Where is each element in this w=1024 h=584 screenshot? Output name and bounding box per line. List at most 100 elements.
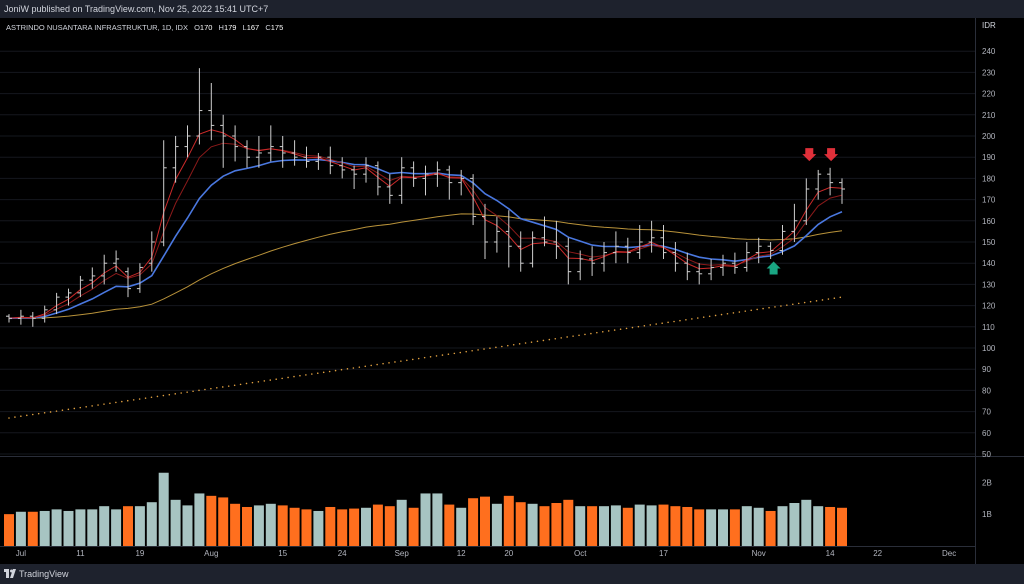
ohlc-bar <box>113 250 120 272</box>
volume-bar <box>194 493 205 546</box>
volume-bar <box>718 509 728 546</box>
time-tick-label: Sep <box>395 549 410 558</box>
price-tick-label: 170 <box>982 196 996 205</box>
volume-bar <box>39 510 50 546</box>
volume-bar <box>63 510 74 546</box>
price-tick-label: 140 <box>982 259 996 268</box>
tradingview-brand[interactable]: TradingView <box>19 569 69 579</box>
volume-bar <box>27 511 38 546</box>
volume-bar <box>503 495 514 546</box>
ohlc-bar <box>339 157 346 179</box>
price-tick-label: 240 <box>982 47 996 56</box>
legend-low-label: L <box>243 23 247 32</box>
volume-bar <box>15 511 26 546</box>
ohlc-bar <box>839 178 845 204</box>
volume-axis: 2B 1B <box>982 478 992 519</box>
volume-bar <box>277 505 288 546</box>
ohlc-bar <box>17 309 24 325</box>
volume-tick-label: 2B <box>982 478 992 487</box>
ohlc-bar <box>624 237 631 264</box>
time-tick-label: Nov <box>752 549 766 558</box>
ohlc-bar <box>482 203 488 259</box>
ohlc-bar <box>553 220 560 259</box>
ohlc-bar <box>6 314 12 323</box>
volume-bar <box>610 505 621 546</box>
ohlc-bar <box>41 305 48 323</box>
volume-bar <box>146 502 157 546</box>
legend-low-value: 167 <box>247 23 260 32</box>
ohlc-bar <box>684 252 691 281</box>
ohlc-bar <box>601 242 607 272</box>
price-tick-label: 110 <box>982 323 995 332</box>
price-tick-label: 130 <box>982 280 996 289</box>
ohlc-bar <box>815 169 822 200</box>
ohlc-bar <box>743 242 750 272</box>
volume-bar <box>634 504 645 546</box>
volume-bar <box>349 508 360 546</box>
ohlc-bar <box>172 136 179 183</box>
volume-bar <box>741 506 752 546</box>
ohlc-bar <box>184 125 191 158</box>
volume-bar <box>206 495 217 546</box>
volume-bar <box>765 510 776 546</box>
volume-bar <box>801 499 812 546</box>
volume-bar <box>313 510 324 546</box>
ohlc-bar <box>232 125 239 162</box>
ohlc-bar <box>410 161 417 187</box>
volume-bar <box>111 509 122 546</box>
ohlc-bar <box>386 174 393 204</box>
ohlc-bar <box>803 178 810 226</box>
price-chart[interactable]: 240 230 220 210 200 190 180 170 160 150 140 130 120 1… <box>0 18 1024 564</box>
time-tick-label: Jul <box>16 549 26 558</box>
volume-bar <box>289 507 300 546</box>
volume-bar <box>813 506 824 546</box>
ohlc-bar <box>470 174 477 226</box>
volume-bar <box>789 503 800 546</box>
ohlc-bar <box>636 225 643 259</box>
volume-bar <box>4 514 14 546</box>
ohlc-bar <box>29 311 36 327</box>
ohlc-bar <box>208 83 215 141</box>
volume-bar <box>599 506 609 546</box>
ohlc-bar <box>89 267 96 289</box>
ohlc-bar <box>720 254 726 276</box>
volume-bar <box>265 503 276 546</box>
buy-arrow-icon <box>766 261 781 275</box>
legend-high-value: 179 <box>224 23 237 32</box>
sell-arrow-icon <box>802 148 817 162</box>
ohlc-bar <box>731 252 738 274</box>
volume-bar <box>527 503 538 546</box>
volume-bar <box>575 506 586 546</box>
volume-bar <box>51 509 62 546</box>
ohlc-bar <box>434 161 441 187</box>
tradingview-logo-icon[interactable] <box>4 569 16 579</box>
ohlc-bar <box>612 231 619 264</box>
volume-bar <box>563 499 574 546</box>
volume-bar <box>646 505 657 546</box>
sell-arrow-icon <box>824 148 839 162</box>
volume-bar <box>480 496 490 546</box>
volume-tick-label: 1B <box>982 510 992 519</box>
volume-bar <box>361 507 371 546</box>
ohlc-bar <box>53 292 60 315</box>
legend-open-value: 170 <box>200 23 213 32</box>
volume-pane <box>4 472 847 546</box>
volume-bar <box>468 498 479 546</box>
price-tick-label: 190 <box>982 153 996 162</box>
time-tick-label: Oct <box>574 549 587 558</box>
volume-bar <box>325 506 336 546</box>
ohlc-bar <box>148 231 155 272</box>
volume-bar <box>384 506 395 546</box>
volume-bar <box>551 503 562 546</box>
currency-label: IDR <box>982 21 996 30</box>
ohlc-bar <box>529 231 536 268</box>
volume-bar <box>777 506 788 546</box>
volume-bar <box>75 509 86 546</box>
ohlc-bar <box>791 203 798 242</box>
ma-dotted-line <box>8 296 843 419</box>
volume-bar <box>622 507 633 546</box>
price-tick-label: 160 <box>982 217 996 226</box>
time-tick-label: 17 <box>659 549 668 558</box>
volume-bar <box>99 506 110 546</box>
ohlc-bar <box>422 165 429 196</box>
